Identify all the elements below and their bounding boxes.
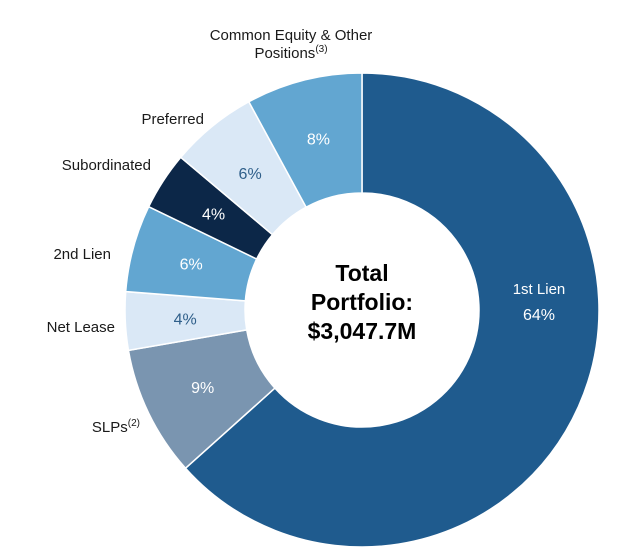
center-label-line-1: Total: [335, 260, 388, 286]
slice-1st-lien: [184, 72, 600, 548]
slice-category-labels: 1st Lien SLPs(2) Net Lease 2nd Lien Subo…: [47, 27, 566, 436]
center-label-line-2: Portfolio:: [311, 289, 413, 315]
value-label-slps: 9%: [191, 380, 214, 397]
value-label-2nd-lien: 6%: [180, 257, 203, 274]
donut-slices: [124, 72, 600, 548]
value-label-preferred: 6%: [239, 166, 262, 183]
slice-value-labels: 64% 9% 4% 6% 4% 6% 8%: [174, 131, 555, 397]
label-1st-lien: 1st Lien: [513, 281, 566, 298]
label-2nd-lien: 2nd Lien: [53, 246, 111, 263]
label-subordinated: Subordinated: [62, 157, 151, 174]
label-preferred: Preferred: [141, 111, 204, 128]
value-label-net-lease: 4%: [174, 311, 197, 328]
value-label-subordinated: 4%: [202, 207, 225, 224]
value-label-common-equity-other-positions: 8%: [307, 131, 330, 148]
center-label-line-3: $3,047.7M: [308, 318, 417, 344]
label-common-equity-line-1: Common Equity & Other: [210, 27, 373, 44]
value-label-1st-lien: 64%: [523, 307, 555, 324]
label-slps: SLPs(2): [92, 418, 140, 436]
slice-common-equity-other-positions: [247, 72, 363, 209]
label-net-lease: Net Lease: [47, 319, 115, 336]
donut-center-label: Total Portfolio: $3,047.7M: [308, 260, 417, 344]
label-common-equity-line-2: Positions(3): [254, 44, 327, 62]
